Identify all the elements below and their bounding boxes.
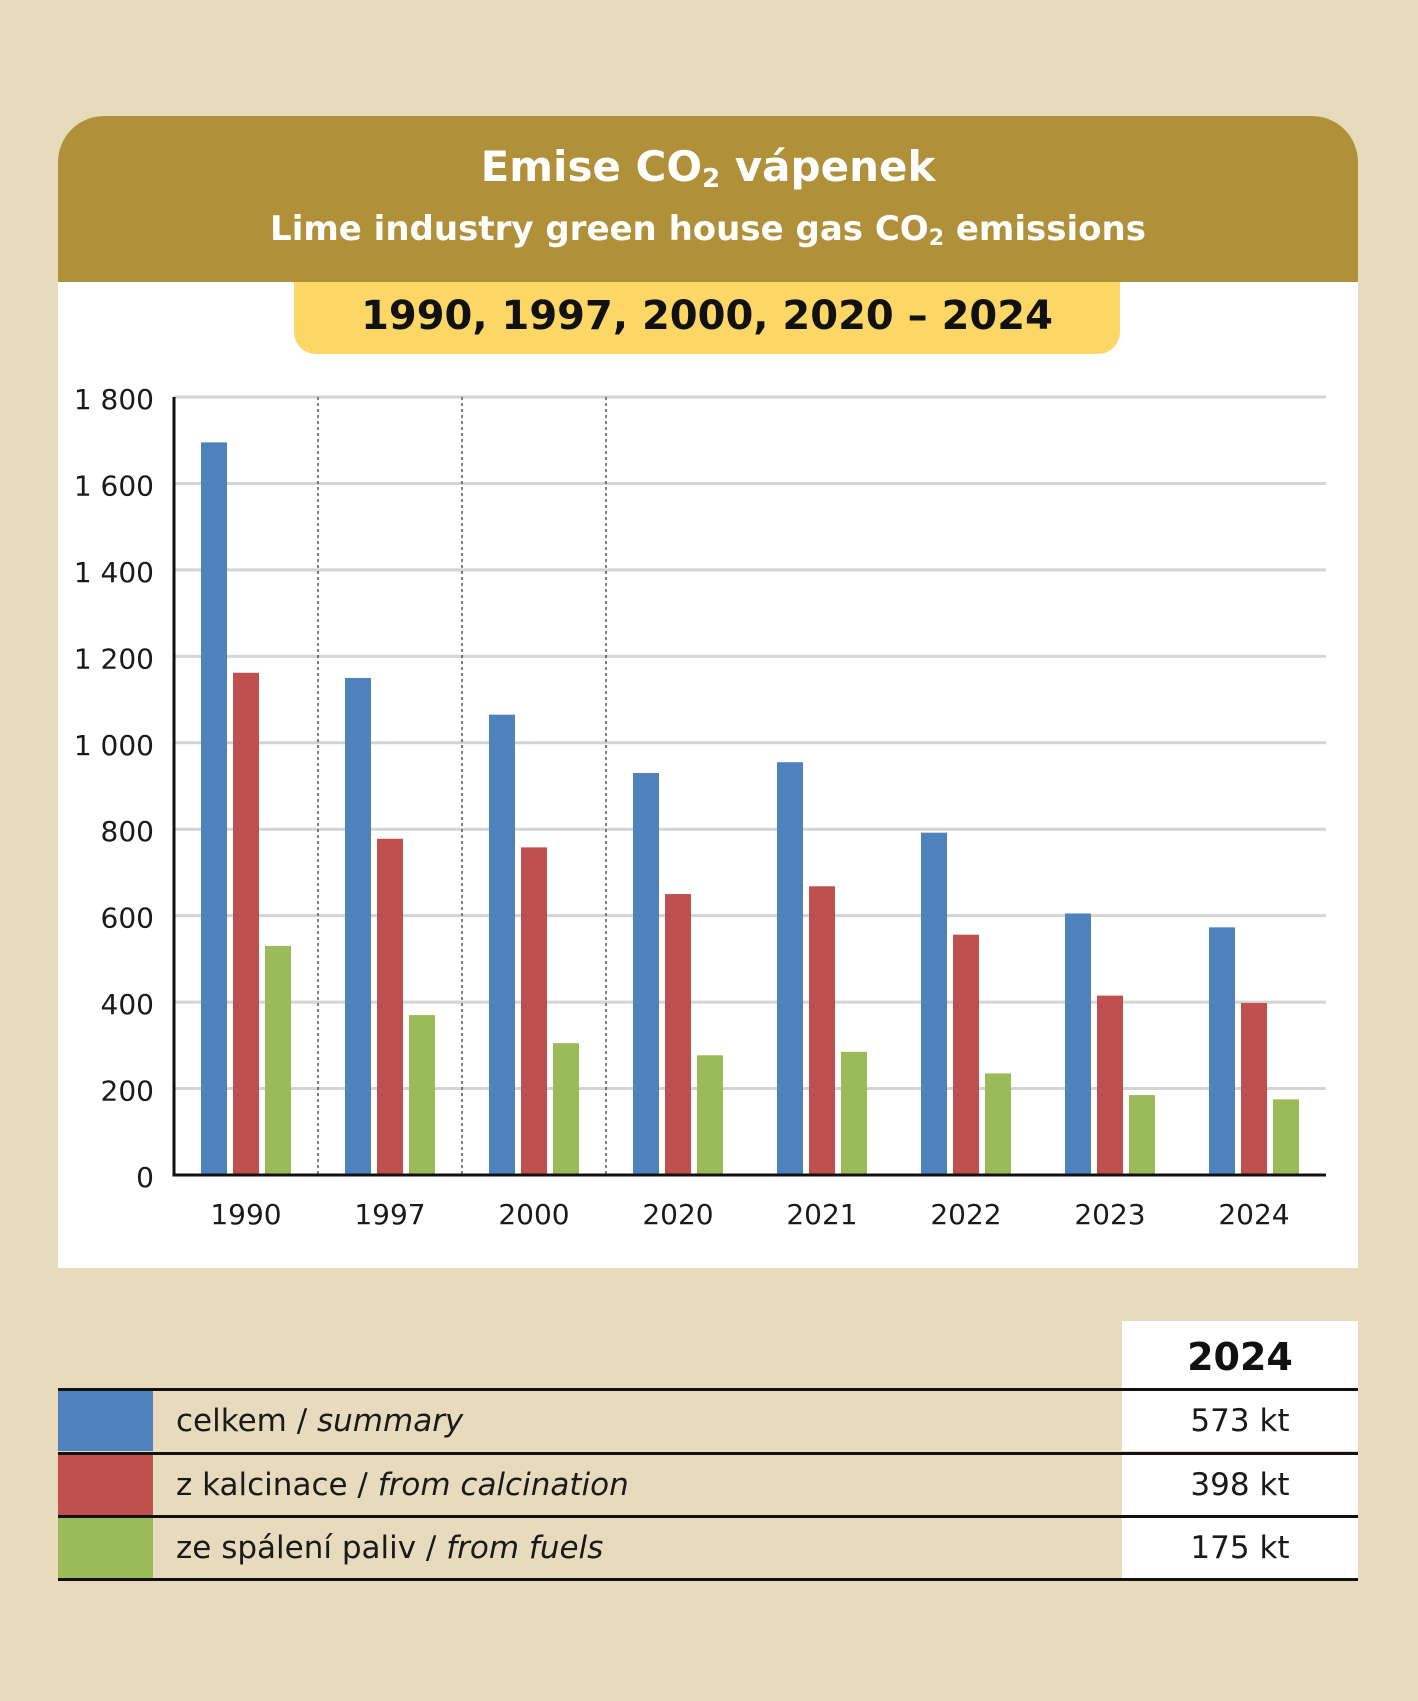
bar-fuels-1990: [265, 945, 291, 1175]
bar-fuels-2024: [1273, 1099, 1299, 1175]
bar-summary-2024: [1209, 927, 1235, 1175]
y-axis-ticks: 1 800 1 600 1 400 1 200 1 000 800 600 400 200 0: [74, 383, 154, 1194]
years-badge: 1990, 1997, 2000, 2020 – 2024: [294, 282, 1120, 354]
bar-fuels-2000: [553, 1043, 579, 1175]
bar-calcination-2021: [809, 886, 835, 1175]
year-separators: [317, 397, 607, 1175]
bar-summary-1990: [201, 442, 227, 1176]
legend-label: ze spálení paliv / from fuels: [176, 1530, 604, 1566]
legend-year-header: 2024: [1122, 1321, 1358, 1390]
y-tick-label: 1 400: [74, 556, 154, 589]
legend-row-fuels: ze spálení paliv / from fuels 175 kt: [58, 1515, 1358, 1578]
x-tick-label: 2022: [930, 1198, 1001, 1231]
bar-summary-2000: [489, 714, 515, 1175]
x-tick-label: 1990: [210, 1198, 281, 1231]
bar-calcination-2000: [521, 847, 547, 1175]
bar-calcination-2024: [1241, 1002, 1267, 1175]
y-tick-label: 800: [101, 815, 154, 848]
legend-value: 175 kt: [1122, 1518, 1358, 1578]
bar-summary-2023: [1065, 913, 1091, 1175]
title-english: Lime industry green house gas CO2 emissi…: [270, 209, 1146, 251]
bar-fuels-2023: [1129, 1095, 1155, 1175]
calcination-swatch: [58, 1455, 153, 1515]
bar-fuels-2022: [985, 1073, 1011, 1175]
bar-calcination-2023: [1097, 995, 1123, 1175]
x-tick-label: 2020: [642, 1198, 713, 1231]
bar-fuels-2020: [697, 1055, 723, 1175]
y-tick-label: 1 600: [74, 469, 154, 502]
y-tick-label: 1 000: [74, 729, 154, 762]
legend-row-calcination: z kalcinace / from calcination 398 kt: [58, 1452, 1358, 1515]
summary-swatch: [58, 1391, 153, 1451]
bar-fuels-2021: [841, 1051, 867, 1175]
legend-bottom-rule: [58, 1578, 1358, 1581]
bar-calcination-1990: [233, 672, 259, 1175]
bar-summary-2022: [921, 832, 947, 1175]
x-tick-label: 2024: [1218, 1198, 1289, 1231]
legend-label: celkem / summary: [176, 1403, 464, 1439]
x-tick-label: 2000: [498, 1198, 569, 1231]
y-tick-label: 600: [101, 902, 154, 935]
x-tick-label: 1997: [354, 1198, 425, 1231]
bar-fuels-1997: [409, 1015, 435, 1175]
legend-row-summary: celkem / summary 573 kt: [58, 1388, 1358, 1451]
y-tick-label: 400: [101, 988, 154, 1021]
legend-label: z kalcinace / from calcination: [176, 1467, 629, 1503]
bar-summary-2020: [633, 773, 659, 1175]
x-axis-ticks: 1990 1997 2000 2020 2021 2022 2023 2024: [210, 1198, 1289, 1231]
bar-summary-2021: [777, 762, 803, 1175]
title-czech: Emise CO2 vápenek: [480, 142, 936, 194]
fuels-swatch: [58, 1518, 153, 1578]
y-tick-label: 1 200: [74, 642, 154, 675]
chart-header: Emise CO2 vápenek Lime industry green ho…: [58, 116, 1358, 282]
legend-value: 573 kt: [1122, 1391, 1358, 1451]
bar-summary-1997: [345, 677, 371, 1175]
legend-value: 398 kt: [1122, 1455, 1358, 1515]
y-tick-label: 1 800: [74, 383, 154, 416]
bar-calcination-2020: [665, 894, 691, 1175]
y-tick-label: 200: [101, 1075, 154, 1108]
bar-calcination-1997: [377, 838, 403, 1175]
x-tick-label: 2021: [786, 1198, 857, 1231]
bar-calcination-2022: [953, 934, 979, 1175]
y-tick-label: 0: [136, 1161, 154, 1194]
x-tick-label: 2023: [1074, 1198, 1145, 1231]
bars: [201, 442, 1299, 1176]
